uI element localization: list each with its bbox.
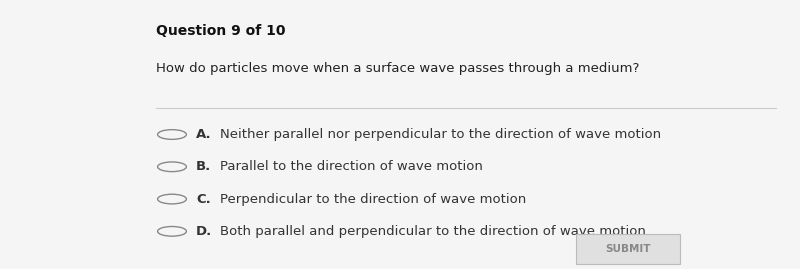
Text: Parallel to the direction of wave motion: Parallel to the direction of wave motion — [220, 160, 483, 173]
Text: B.: B. — [196, 160, 211, 173]
Text: Both parallel and perpendicular to the direction of wave motion: Both parallel and perpendicular to the d… — [220, 225, 646, 238]
Text: SUBMIT: SUBMIT — [606, 244, 650, 254]
Text: How do particles move when a surface wave passes through a medium?: How do particles move when a surface wav… — [156, 62, 639, 75]
Text: C.: C. — [196, 193, 210, 206]
Text: Perpendicular to the direction of wave motion: Perpendicular to the direction of wave m… — [220, 193, 526, 206]
FancyBboxPatch shape — [576, 234, 680, 264]
Text: D.: D. — [196, 225, 212, 238]
Text: Neither parallel nor perpendicular to the direction of wave motion: Neither parallel nor perpendicular to th… — [220, 128, 661, 141]
Text: A.: A. — [196, 128, 212, 141]
Text: Question 9 of 10: Question 9 of 10 — [156, 24, 286, 38]
